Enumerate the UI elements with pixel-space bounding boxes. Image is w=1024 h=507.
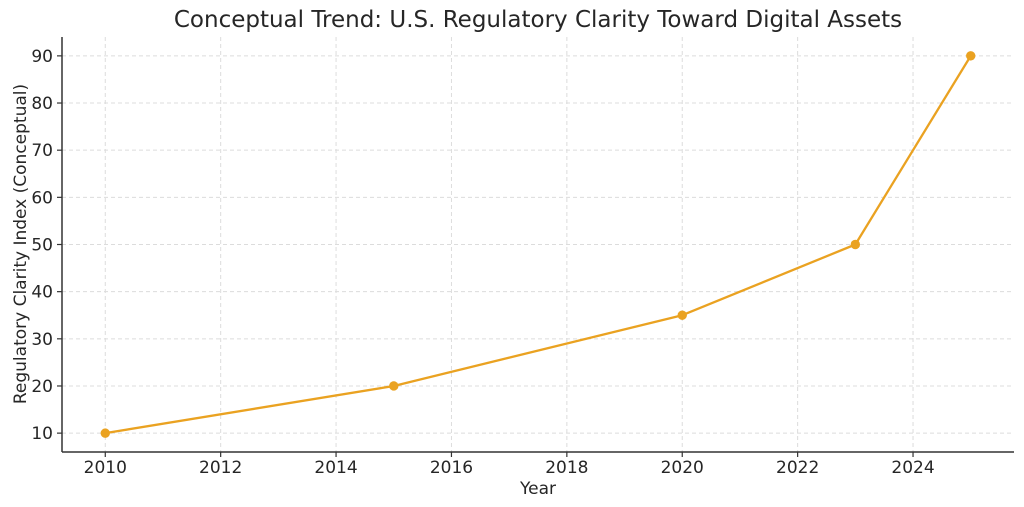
x-tick-label: 2012 <box>199 458 242 478</box>
tick-labels-layer: 2010 2012 2014 2016 2018 2020 2022 2024 10 20 30 40… <box>31 47 934 478</box>
series-layer <box>100 51 976 438</box>
y-tick-label: 60 <box>31 188 53 208</box>
grid-layer <box>62 37 1014 452</box>
data-point-marker <box>850 239 861 250</box>
x-tick-label: 2018 <box>545 458 588 478</box>
axes-layer <box>57 37 1014 457</box>
data-point-marker <box>966 51 976 61</box>
x-tick-label: 2020 <box>661 458 704 478</box>
y-tick-label: 70 <box>31 141 53 161</box>
y-tick-label: 10 <box>31 424 53 444</box>
y-tick-label: 30 <box>31 330 53 350</box>
y-tick-label: 20 <box>31 377 53 397</box>
y-tick-label: 50 <box>31 236 53 256</box>
data-point-marker <box>389 381 399 391</box>
x-tick-label: 2010 <box>84 458 127 478</box>
x-tick-label: 2022 <box>776 458 819 478</box>
x-tick-label: 2016 <box>430 458 473 478</box>
y-tick-label: 80 <box>31 94 53 114</box>
data-point-marker <box>677 310 687 320</box>
y-tick-label: 40 <box>31 283 53 303</box>
y-tick-label: 90 <box>31 47 53 67</box>
x-axis-label: Year <box>519 479 556 499</box>
y-axis-label: Regulatory Clarity Index (Conceptual) <box>11 84 31 404</box>
x-tick-label: 2024 <box>891 458 934 478</box>
data-point-marker <box>100 428 110 438</box>
chart-title: Conceptual Trend: U.S. Regulatory Clarit… <box>174 7 902 33</box>
x-tick-label: 2014 <box>314 458 357 478</box>
